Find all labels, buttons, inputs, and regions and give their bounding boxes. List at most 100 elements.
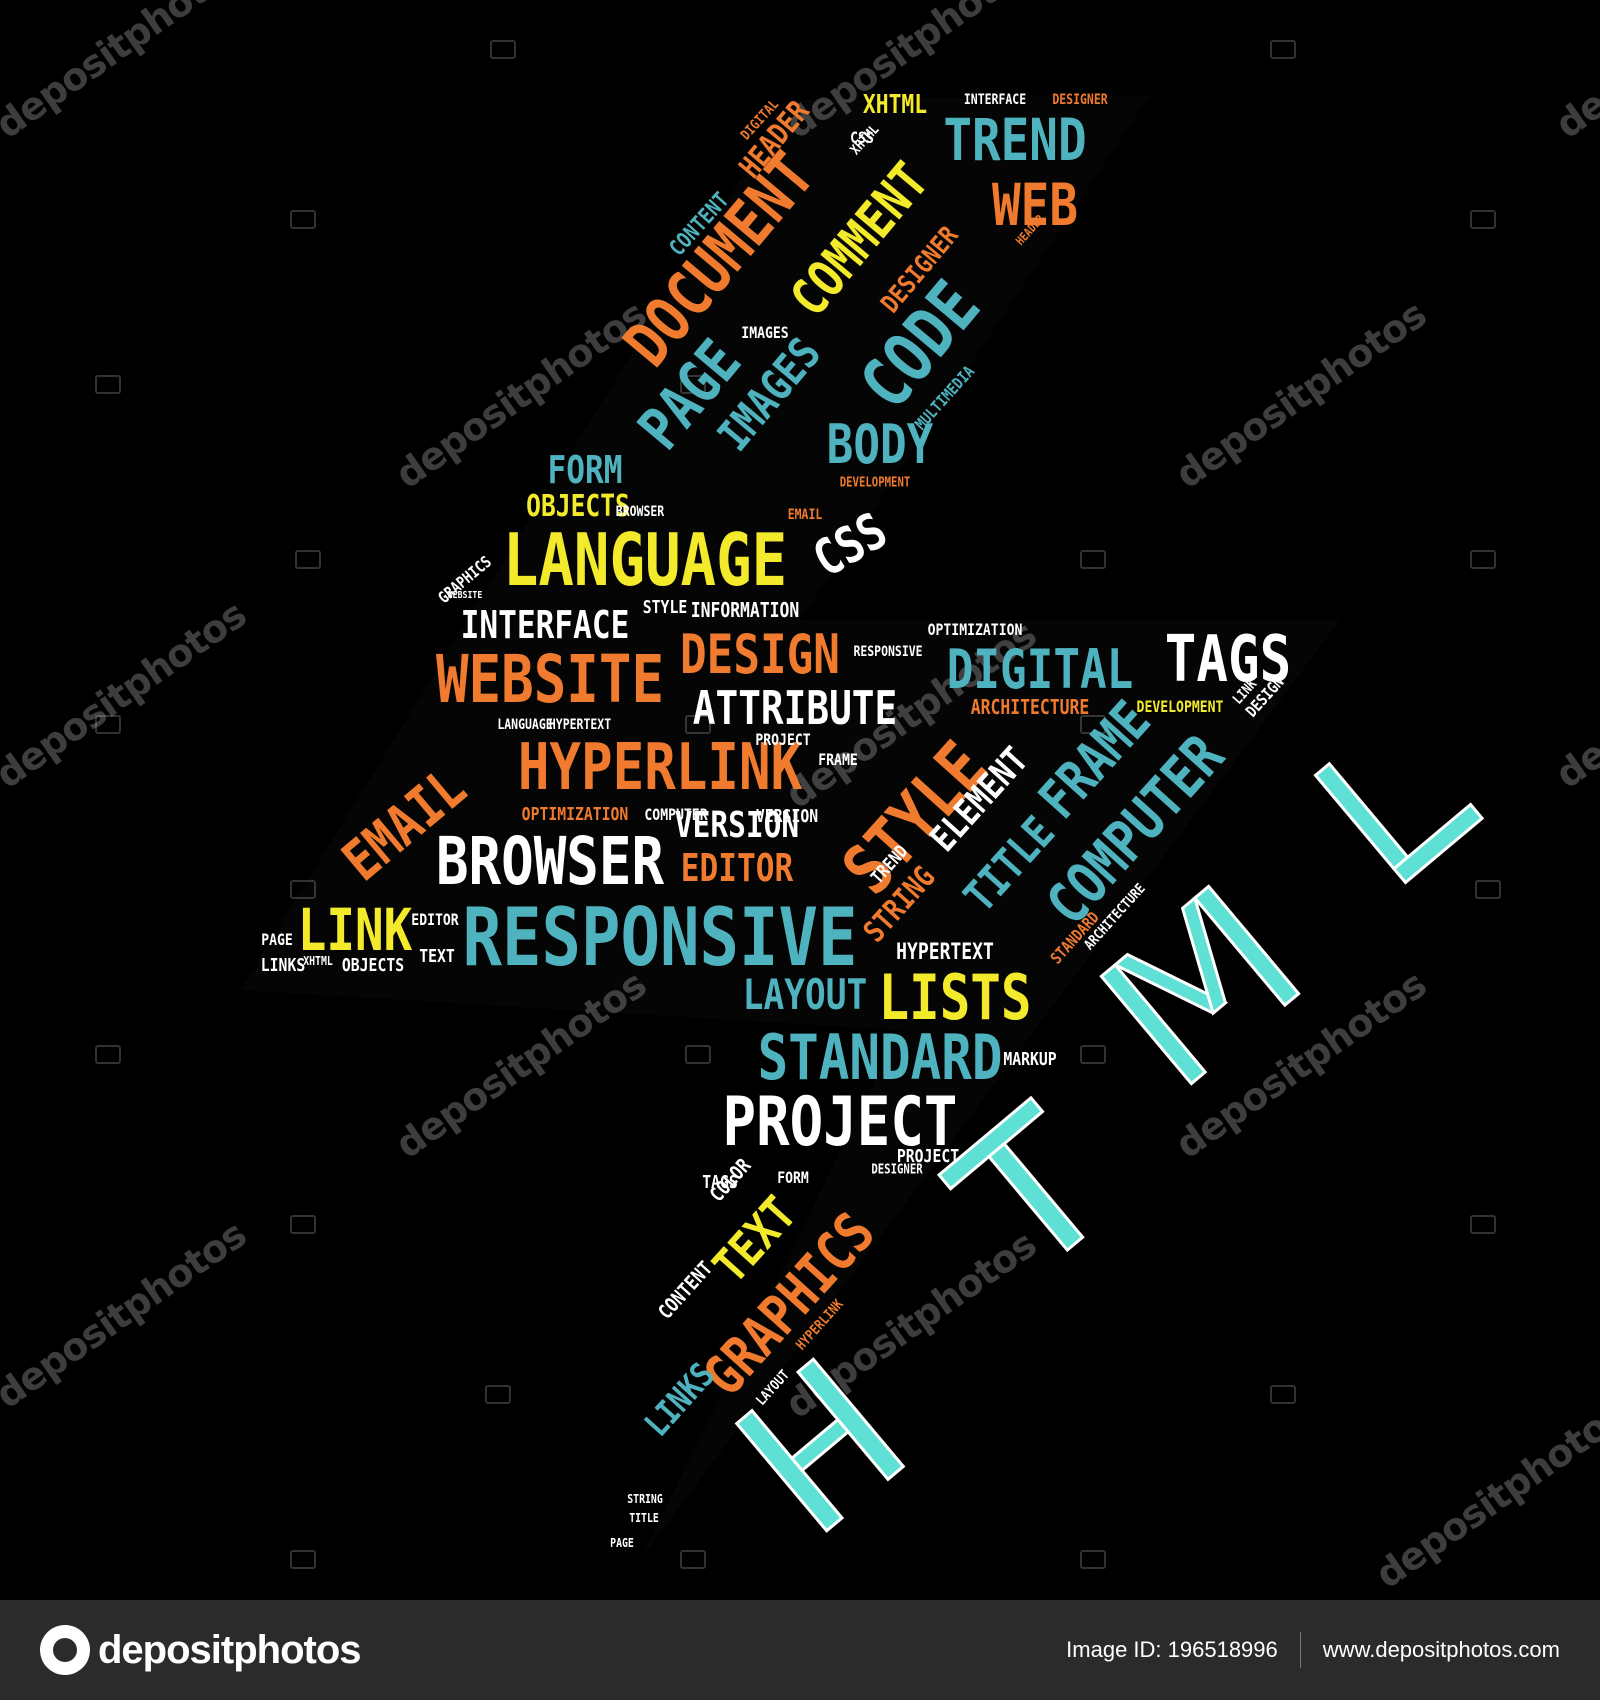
watermark-camera-icon [1470,210,1496,229]
watermark-camera-icon [95,375,121,394]
cloud-word-editor: EDITOR [680,846,794,890]
cloud-word-interface: INTERFACE [460,603,630,647]
cloud-word-designer: DESIGNER [1052,92,1108,108]
footer-bar: depositphotos Image ID: 196518996 www.de… [0,1600,1600,1700]
lightning-bolt-shape [0,0,1600,1600]
cloud-word-responsive: RESPONSIVE [462,891,858,984]
cloud-word-tags: TAGS [702,1172,738,1193]
watermark-camera-icon [680,375,706,394]
cloud-word-project: PROJECT [722,1083,958,1162]
cloud-word-optimization: OPTIMIZATION [521,804,629,825]
watermark-camera-icon [1475,880,1501,899]
title-letter-l [1313,761,1485,885]
html-title-letters [734,761,1485,1533]
image-id: Image ID: 196518996 [1066,1637,1278,1662]
cloud-word-lists: LISTS [878,961,1032,1034]
cloud-word-website: WEBSITE [435,641,665,718]
cloud-word-links: LINKS [260,955,306,976]
cloud-word-frame: FRAME [818,750,858,769]
cloud-word-string: STRING [627,1492,663,1506]
watermark-camera-icon [95,1045,121,1064]
cloud-word-language: LANGUAGE [502,518,788,602]
watermark-camera-icon [290,1550,316,1569]
word-cloud-artwork: depositphotos depositphotos depositphotos d… [0,0,1600,1600]
cloud-word-optimization: OPTIMIZATION [927,620,1023,639]
word-cloud: DOCUMENT COMMENT HEADER XHTML TREND WEB INTERF… [260,90,1292,1550]
cloud-word-project: PROJECT [755,730,811,749]
cloud-word-page: PAGE [610,1536,634,1550]
watermark-camera-icon [1470,550,1496,569]
cloud-word-editor: EDITOR [411,910,459,929]
cloud-word-title: TITLE [629,1511,659,1525]
cloud-word-email: EMAIL [787,507,823,523]
footer-divider [1299,1632,1301,1668]
cloud-word-standard: STANDARD [757,1021,1003,1094]
cloud-word-responsive: RESPONSIVE [853,644,923,660]
cloud-word-trend: TREND [943,106,1087,174]
watermark-camera-icon [1080,550,1106,569]
watermark-camera-icon [685,1045,711,1064]
title-letter-h [734,1357,906,1533]
cloud-word-architecture: ARCHITECTURE [970,695,1090,719]
cloud-word-attribute: ATTRIBUTE [692,681,898,735]
cloud-word-form: FORM [777,1168,809,1187]
watermark-camera-icon [1470,1215,1496,1234]
cloud-word-website: WEBSITE [447,590,483,601]
watermark-camera-icon [485,1385,511,1404]
cloud-word-designer: DESIGNER [871,1162,923,1178]
cloud-word-language: LANGUAGE [497,717,553,733]
watermark-camera-icon [1270,40,1296,59]
watermark-camera-icon [1080,715,1106,734]
cloud-word-css: CSS [850,128,874,147]
watermark-camera-icon [490,40,516,59]
watermark-camera-icon [290,880,316,899]
watermark-camera-icon [1080,1550,1106,1569]
watermark-camera-icon [290,1215,316,1234]
site-url[interactable]: www.depositphotos.com [1322,1637,1560,1662]
watermark-camera-icon [680,1550,706,1569]
cloud-word-style: STYLE [642,597,688,618]
watermark-camera-icon [95,715,121,734]
watermark-camera-icon [1270,1385,1296,1404]
lightning-bolt-outline [240,95,1340,1560]
watermark-camera-icon [290,210,316,229]
cloud-word-xhtml: XHTML [862,90,928,120]
cloud-word-version: VERSION [674,805,800,846]
logo-icon [40,1625,90,1675]
cloud-word-body: BODY [826,413,934,476]
cloud-word-hyperlink: HYPERLINK [517,731,803,805]
cloud-word-hypertext: HYPERTEXT [548,717,612,733]
cloud-word-objects: OBJECTS [341,955,405,976]
cloud-word-hypertext: HYPERTEXT [896,940,994,965]
cloud-word-interface: INTERFACE [963,92,1027,108]
cloud-word-version: VERSION [755,806,819,827]
cloud-word-form: FORM [547,448,623,492]
watermark-camera-icon [295,550,321,569]
cloud-word-development: DEVELOPMENT [1136,697,1224,716]
cloud-word-development: DEVELOPMENT [839,475,911,491]
cloud-word-computer: COMPUTER [644,805,708,824]
title-letter-m [1099,884,1301,1086]
cloud-word-markup: MARKUP [1003,1049,1057,1070]
cloud-word-layout: LAYOUT [742,970,868,1019]
cloud-word-information: INFORMATION [690,598,800,622]
title-letter-t [936,1095,1085,1253]
cloud-word-tags: TAGS [1164,623,1292,697]
cloud-word-browser: BROWSER [435,823,665,900]
footer-info: Image ID: 196518996 www.depositphotos.co… [1066,1632,1560,1668]
depositphotos-logo: depositphotos [40,1625,362,1675]
cloud-word-web: WEB [992,171,1078,239]
cloud-word-project: PROJECT [896,1146,960,1167]
watermark-camera-icon [685,715,711,734]
logo-text: depositphotos [98,1627,362,1672]
cloud-word-page: PAGE [261,930,293,949]
cloud-word-images: IMAGES [741,323,789,342]
cloud-word-design: DESIGN [680,623,840,686]
cloud-word-digital: DIGITAL [946,638,1134,701]
cloud-word-link: LINK [297,896,413,964]
cloud-word-text: TEXT [419,946,455,967]
watermark-camera-icon [1080,1045,1106,1064]
cloud-word-objects: OBJECTS [526,489,630,524]
cloud-word-browser: BROWSER [615,504,665,520]
cloud-word-xhtml: XHTML [303,954,333,968]
